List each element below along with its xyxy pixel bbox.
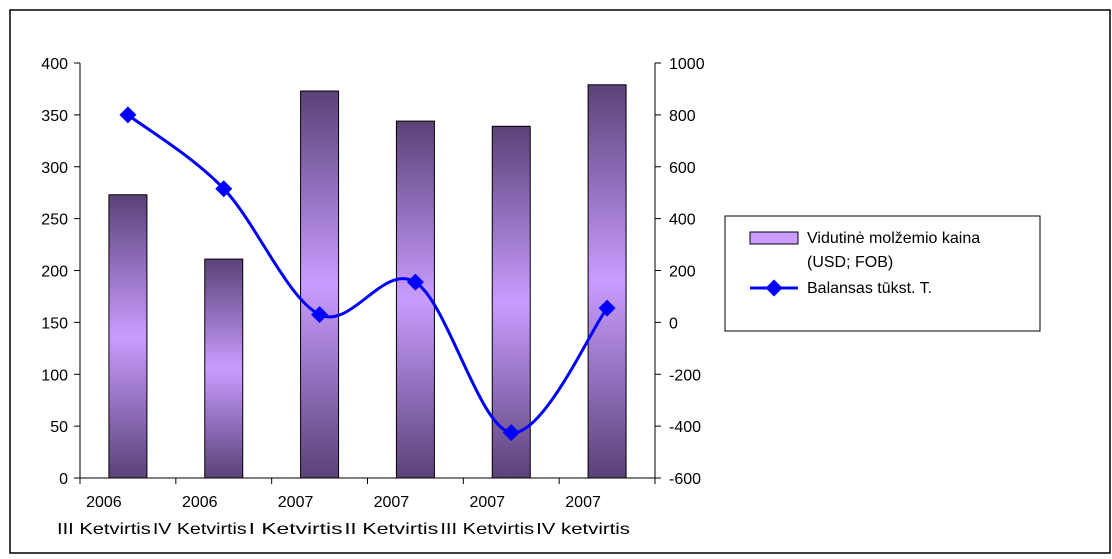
legend-bar-label-line2: (USD; FOB) [807, 254, 893, 271]
x-tick-label-quarter: IV Ketvirtis [153, 521, 247, 538]
y-left-tick-label: 50 [50, 419, 68, 436]
legend: Vidutinė molžemio kaina (USD; FOB) Balan… [724, 215, 1041, 332]
line-point [215, 180, 233, 198]
bar [395, 120, 435, 479]
legend-bar-label-line1: Vidutinė molžemio kaina [807, 230, 980, 247]
x-tick-label-year: 2007 [278, 494, 314, 511]
y-right-tick-label: -600 [669, 471, 701, 488]
x-tick-label-year: 2006 [86, 494, 122, 511]
y-left-tick-label: 400 [41, 56, 68, 73]
bars-layer [108, 84, 627, 479]
x-tick-label-quarter: II Ketvirtis [345, 521, 439, 538]
y-right-tick-label: 800 [669, 108, 696, 125]
y-right-tick-label: -200 [669, 367, 701, 384]
x-tick-label-quarter: III Ketvirtis [440, 521, 534, 538]
y-left-tick-label: 350 [41, 108, 68, 125]
x-tick-label-year: 2007 [469, 494, 505, 511]
x-tick-label-quarter: III Ketvirtis [57, 521, 151, 538]
line-point [598, 299, 616, 317]
bar [587, 84, 627, 479]
y-right-tick-label: -400 [669, 419, 701, 436]
line-point [406, 273, 424, 291]
line-point [311, 306, 329, 324]
y-right-tick-label: 1000 [669, 56, 705, 73]
line-layer [119, 106, 616, 442]
x-tick-label-year: 2006 [182, 494, 218, 511]
y-right-tick-label: 600 [669, 160, 696, 177]
bar [491, 125, 531, 479]
y-left-tick-label: 150 [41, 315, 68, 332]
y-left-tick-label: 250 [41, 212, 68, 229]
y-left-tick-label: 200 [41, 264, 68, 281]
bar [300, 90, 340, 479]
y-right-tick-label: 200 [669, 264, 696, 281]
line-point [119, 106, 137, 124]
y-left-tick-label: 300 [41, 160, 68, 177]
line-point [502, 424, 520, 442]
x-tick-label-quarter: I Ketvirtis [249, 521, 343, 538]
legend-line-label: Balansas tūkst. T. [807, 280, 932, 297]
x-tick-label-year: 2007 [374, 494, 410, 511]
y-left-tick-label: 0 [59, 471, 68, 488]
axes-layer: 0 50 100 150 200 250 300 350 400 -600 -400 -200 0 200… [41, 56, 704, 538]
y-right-tick-label: 0 [669, 315, 678, 332]
legend-bar-swatch [749, 231, 799, 245]
legend-line-marker [765, 279, 783, 297]
x-tick-label-year: 2007 [565, 494, 601, 511]
x-tick-label-quarter: IV ketvirtis [536, 521, 630, 538]
bar [204, 258, 244, 479]
bar [108, 194, 148, 479]
y-right-tick-label: 400 [669, 212, 696, 229]
y-left-tick-label: 100 [41, 367, 68, 384]
